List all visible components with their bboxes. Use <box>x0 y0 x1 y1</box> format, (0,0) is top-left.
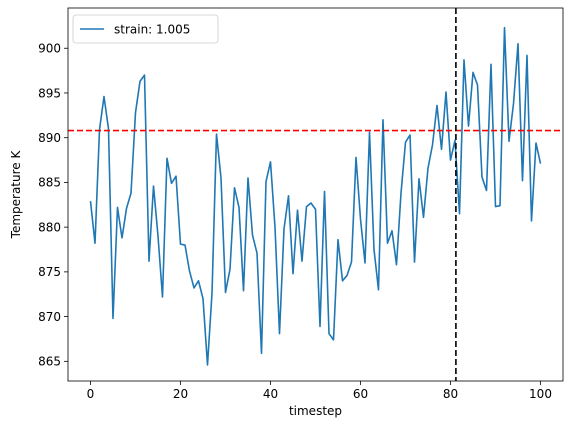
y-tick-label: 900 <box>38 42 61 56</box>
x-tick-label: 20 <box>173 387 188 401</box>
legend: strain: 1.005 <box>72 14 219 44</box>
y-tick-label: 870 <box>38 310 61 324</box>
legend-entry: strain: 1.005 <box>114 23 190 37</box>
plot-frame <box>67 7 564 382</box>
legend-box <box>72 14 219 44</box>
y-tick-label: 895 <box>38 86 61 100</box>
x-tick-label: 0 <box>87 387 95 401</box>
y-axis-label: Temperature K <box>9 150 23 240</box>
x-tick-label: 60 <box>353 387 368 401</box>
y-tick-label: 865 <box>38 355 61 369</box>
y-tick-label: 880 <box>38 220 61 234</box>
plot-area <box>68 8 563 381</box>
y-tick-label: 875 <box>38 265 61 279</box>
x-axis-label: timestep <box>289 404 342 418</box>
x-tick-label: 80 <box>443 387 458 401</box>
series-line-0 <box>89 26 542 366</box>
x-tick-label: 40 <box>263 387 278 401</box>
x-tick-label: 100 <box>529 387 552 401</box>
y-tick-label: 885 <box>38 176 61 190</box>
y-tick-label: 890 <box>38 131 61 145</box>
